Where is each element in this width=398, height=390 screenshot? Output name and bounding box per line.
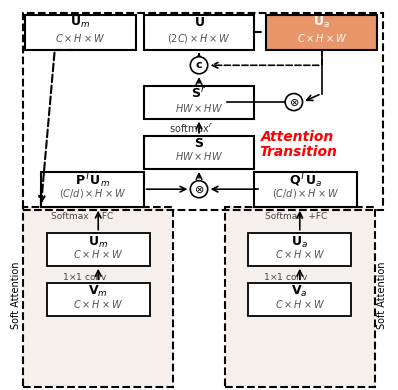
Text: $\mathbf{S}$: $\mathbf{S}$ [194,137,204,151]
Text: $\mathrm{softmax}^r$: $\mathrm{softmax}^r$ [170,122,214,135]
Text: $(2C) \times H \times W$: $(2C) \times H \times W$ [167,32,231,45]
Text: $\tilde{\mathbf{U}}_m$: $\tilde{\mathbf{U}}_m$ [88,231,108,250]
Text: $\mathbf{S}^r$: $\mathbf{S}^r$ [191,86,207,101]
Text: $(C/d) \times H \times W$: $(C/d) \times H \times W$ [272,186,339,200]
FancyBboxPatch shape [144,15,254,50]
FancyBboxPatch shape [47,283,150,316]
Text: $\tilde{\mathbf{U}}_a$: $\tilde{\mathbf{U}}_a$ [291,231,308,250]
FancyBboxPatch shape [144,86,254,119]
FancyBboxPatch shape [225,207,375,386]
Text: $\mathbf{P}^T\tilde{\mathbf{U}}_m$: $\mathbf{P}^T\tilde{\mathbf{U}}_m$ [75,170,110,189]
Text: $(C/d) \times H \times W$: $(C/d) \times H \times W$ [59,186,126,200]
Text: Soft Attention: Soft Attention [377,262,386,330]
FancyBboxPatch shape [47,233,150,266]
Text: $C \times H \times W$: $C \times H \times W$ [55,32,105,44]
Text: $C \times H \times W$: $C \times H \times W$ [297,32,347,44]
Text: $\mathbf{Q}^T\tilde{\mathbf{U}}_a$: $\mathbf{Q}^T\tilde{\mathbf{U}}_a$ [289,170,322,189]
Text: $HW \times HW$: $HW \times HW$ [175,150,223,162]
FancyBboxPatch shape [248,233,351,266]
Text: Transition: Transition [259,145,337,160]
Text: $C \times H \times W$: $C \times H \times W$ [73,298,123,310]
Text: Attention: Attention [261,130,334,144]
Text: $C \times H \times W$: $C \times H \times W$ [275,248,325,260]
Text: $\otimes$: $\otimes$ [194,184,204,195]
Text: $1\!\times\!1$ conv: $1\!\times\!1$ conv [62,271,107,282]
FancyBboxPatch shape [266,15,377,50]
Circle shape [190,57,208,74]
Text: $C \times H \times W$: $C \times H \times W$ [275,298,325,310]
FancyBboxPatch shape [25,15,136,50]
Text: Softmax  +FC: Softmax +FC [51,212,113,221]
FancyBboxPatch shape [144,136,254,169]
FancyBboxPatch shape [254,172,357,207]
Circle shape [190,181,208,198]
Text: $\mathbf{U}$: $\mathbf{U}$ [193,16,205,29]
Text: $\mathbf{U}_a$: $\mathbf{U}_a$ [313,15,330,30]
Text: $\mathbf{V}_a$: $\mathbf{V}_a$ [291,284,308,299]
Text: Soft Attention: Soft Attention [12,262,21,330]
FancyBboxPatch shape [23,207,173,386]
FancyBboxPatch shape [248,283,351,316]
Text: $HW \times HW$: $HW \times HW$ [175,102,223,114]
Text: $\otimes$: $\otimes$ [289,97,299,108]
Text: Softmax  +FC: Softmax +FC [265,212,327,221]
Text: c: c [196,60,202,70]
Text: $C \times H \times W$: $C \times H \times W$ [73,248,123,260]
Text: $\mathbf{V}_m$: $\mathbf{V}_m$ [88,284,108,299]
Text: $\mathbf{U}_m$: $\mathbf{U}_m$ [70,15,90,30]
Circle shape [285,94,302,111]
FancyBboxPatch shape [41,172,144,207]
Text: $1\!\times\!1$ conv: $1\!\times\!1$ conv [263,271,309,282]
